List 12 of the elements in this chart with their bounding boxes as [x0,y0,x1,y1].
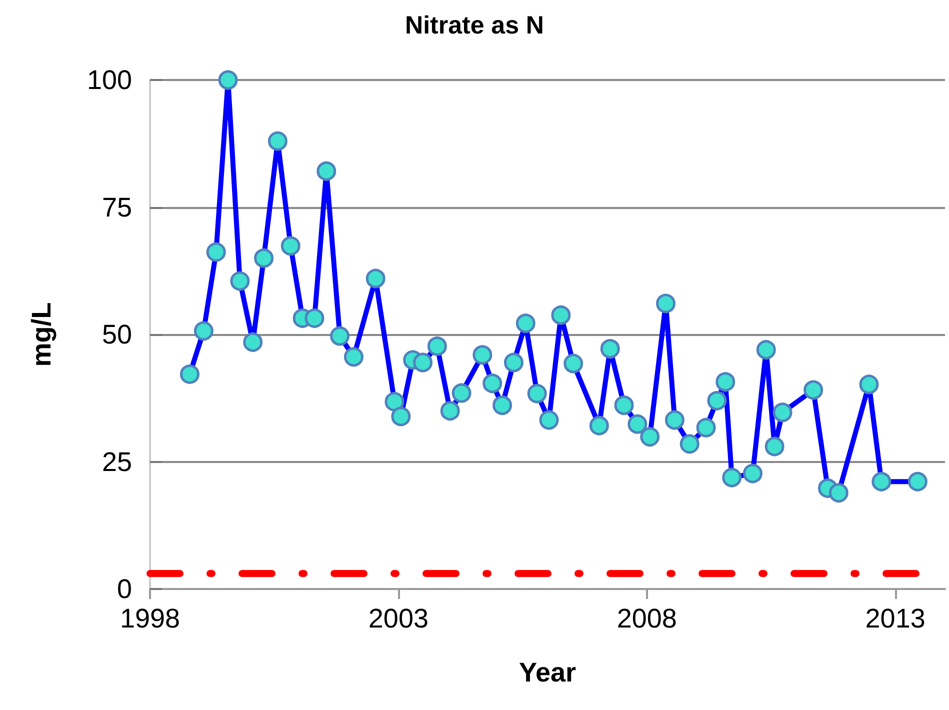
x-tick-label: 2008 [616,604,677,634]
x-tick-label: 1998 [120,604,180,634]
y-tick-label: 50 [102,320,132,350]
chart-title: Nitrate as N [405,12,544,40]
x-tick-label: 2013 [865,604,926,634]
x-tick-label: 2003 [368,604,428,634]
x-axis-title: Year [518,658,577,688]
y-tick-label: 75 [102,192,132,222]
y-axis-title: mg/L [26,302,56,367]
y-tick-label: 0 [116,574,132,604]
y-tick-label: 100 [86,65,132,95]
y-tick-label: 25 [102,446,132,477]
